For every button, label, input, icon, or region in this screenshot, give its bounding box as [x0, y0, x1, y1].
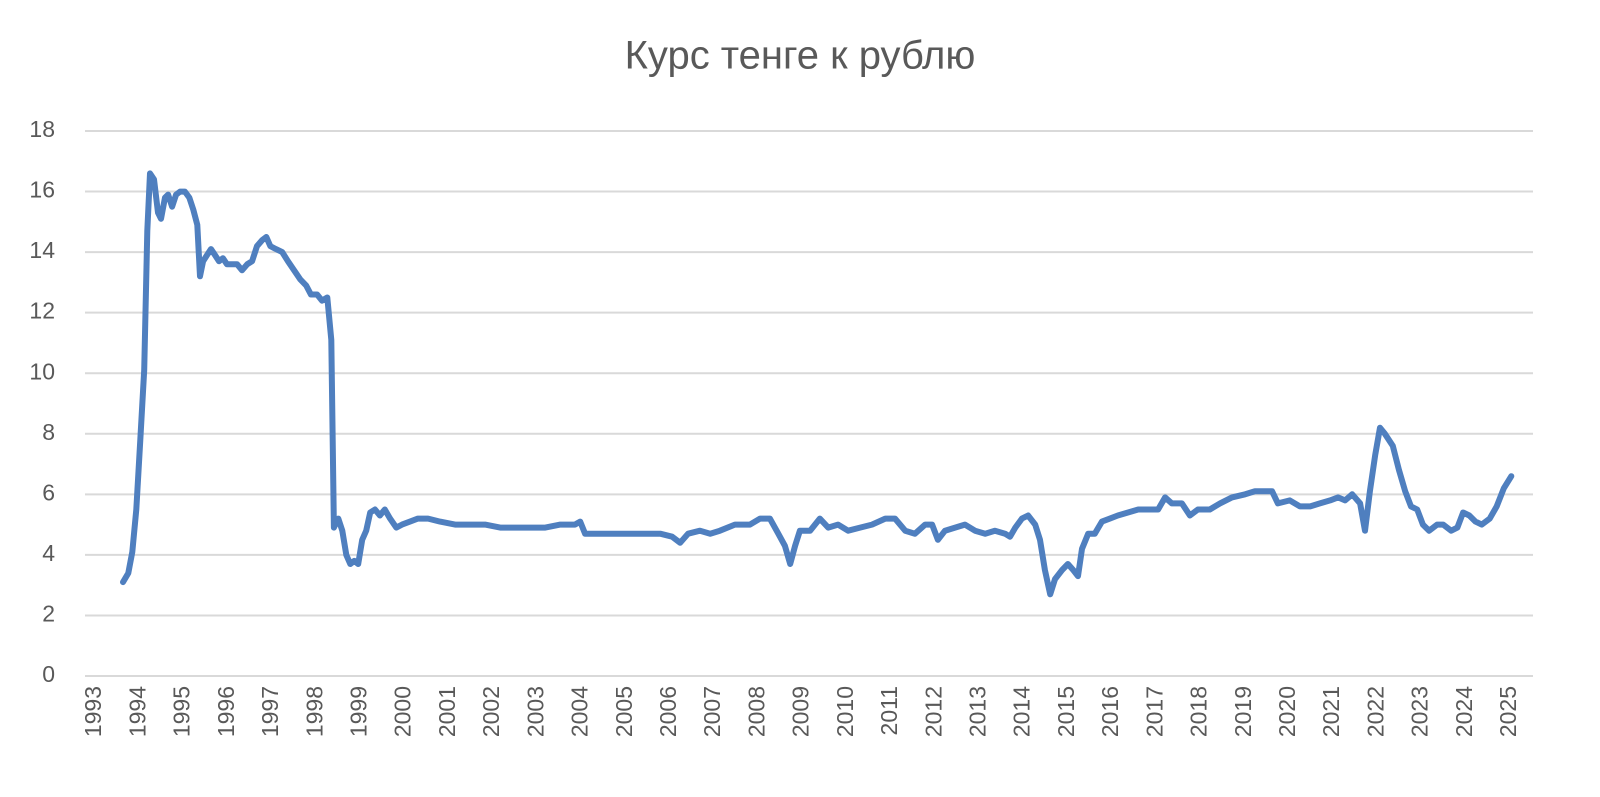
x-tick-label: 2013 [965, 686, 991, 737]
x-tick-label: 2007 [699, 686, 725, 737]
x-tick-label: 2003 [522, 686, 548, 737]
x-tick-label: 2023 [1407, 686, 1433, 737]
x-tick-label: 1994 [124, 686, 150, 737]
x-tick-label: 1999 [346, 686, 372, 737]
x-tick-label: 2018 [1186, 686, 1212, 737]
y-tick-label: 0 [42, 661, 55, 687]
x-tick-label: 2009 [788, 686, 814, 737]
x-tick-label: 2021 [1318, 686, 1344, 737]
x-tick-label: 2015 [1053, 686, 1079, 737]
x-tick-label: 2006 [655, 686, 681, 737]
x-tick-label: 2025 [1495, 686, 1521, 737]
x-tick-label: 2024 [1451, 686, 1477, 737]
y-tick-label: 12 [29, 298, 55, 324]
y-tick-label: 10 [29, 358, 55, 384]
x-tick-label: 2014 [1009, 686, 1035, 737]
y-tick-label: 4 [42, 540, 55, 566]
x-tick-label: 2012 [920, 686, 946, 737]
x-tick-label: 1993 [80, 686, 106, 737]
x-tick-label: 2019 [1230, 686, 1256, 737]
x-tick-label: 2000 [390, 686, 416, 737]
y-tick-label: 18 [29, 116, 55, 142]
x-tick-label: 2016 [1097, 686, 1123, 737]
chart-title: Курс тенге к рублю [625, 34, 976, 78]
y-tick-label: 2 [42, 601, 55, 627]
x-tick-label: 2008 [743, 686, 769, 737]
y-tick-label: 14 [29, 237, 55, 263]
y-tick-label: 8 [42, 419, 55, 445]
x-tick-label: 1998 [301, 686, 327, 737]
data-line [120, 170, 1515, 598]
x-tick-label: 2022 [1362, 686, 1388, 737]
x-tick-label: 1997 [257, 686, 283, 737]
x-tick-label: 1996 [213, 686, 239, 737]
x-tick-label: 2001 [434, 686, 460, 737]
y-tick-label: 16 [29, 177, 55, 203]
y-tick-label: 6 [42, 479, 55, 505]
x-tick-label: 2004 [567, 686, 593, 737]
x-tick-label: 2002 [478, 686, 504, 737]
x-tick-label: 2020 [1274, 686, 1300, 737]
x-tick-label: 2010 [832, 686, 858, 737]
x-tick-label: 1995 [169, 686, 195, 737]
x-tick-label: 2017 [1141, 686, 1167, 737]
x-tick-label: 2011 [876, 686, 902, 735]
x-tick-label: 2005 [611, 686, 637, 737]
